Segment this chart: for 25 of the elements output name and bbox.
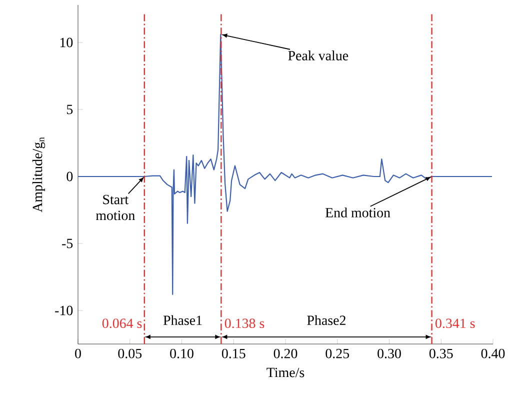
ref-line-label: 0.064 s: [102, 318, 142, 328]
annotation: Phase1: [163, 315, 202, 326]
annotation: Phase2: [307, 315, 346, 326]
x-tick-label: 0.05: [118, 348, 142, 358]
x-tick-label: 0.35: [429, 348, 453, 358]
ref-line-label: 0.341 s: [436, 318, 475, 328]
x-tick-label: 0.15: [222, 348, 246, 358]
y-tick-label: 10: [60, 38, 73, 48]
annotation: Peak value: [288, 50, 348, 60]
annotation: Start motion: [96, 194, 135, 220]
x-tick-label: 0.25: [326, 348, 350, 358]
y-tick-label: -5: [62, 238, 73, 248]
x-tick-label: 0: [75, 348, 81, 358]
x-axis-title: Time/s: [266, 368, 304, 378]
annotation: End motion: [325, 208, 390, 218]
y-tick-label: -10: [55, 306, 73, 316]
x-tick-label: 0.30: [378, 348, 401, 358]
y-tick-label: 5: [66, 104, 73, 114]
x-tick-label: 0.40: [481, 348, 505, 358]
line-series: [77, 34, 493, 295]
y-axis-title: Amplitude/g$_{n}$: [32, 137, 46, 212]
x-tick-label: 0.20: [274, 348, 298, 358]
x-tick-label: 0.10: [170, 348, 194, 358]
ref-line-label: 0.138 s: [224, 318, 264, 328]
y-tick-label: 0: [66, 172, 73, 182]
